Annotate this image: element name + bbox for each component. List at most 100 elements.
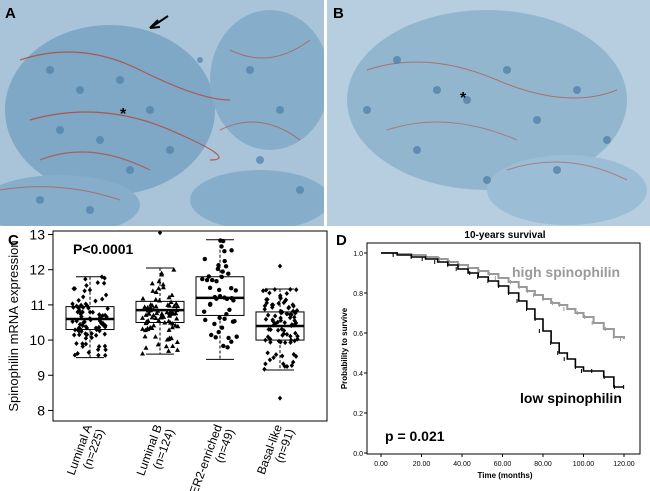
data-point: [288, 286, 293, 292]
data-point: [77, 332, 82, 338]
data-point: [174, 307, 180, 313]
data-point: [222, 295, 227, 300]
data-point: [81, 320, 86, 326]
data-point: [71, 304, 76, 310]
data-point: [201, 309, 207, 314]
x-tick-label: Luminal A(n=225): [64, 423, 107, 482]
x-tick-label: 80.00: [534, 461, 552, 468]
data-point: [206, 274, 212, 279]
data-point: [80, 294, 86, 300]
y-tick-label: 0.6: [353, 331, 363, 338]
data-point: [153, 315, 159, 320]
data-point: [233, 288, 239, 293]
y-axis-label: Probability to survive: [340, 307, 349, 389]
data-point: [271, 355, 276, 361]
data-point: [169, 292, 175, 298]
data-point: [171, 311, 177, 316]
data-point: [213, 335, 218, 340]
data-point: [166, 327, 172, 332]
data-point: [88, 317, 93, 323]
data-point: [262, 306, 267, 312]
data-point: [230, 319, 236, 324]
data-point: [104, 314, 109, 320]
data-point: [89, 330, 94, 336]
data-point: [103, 323, 108, 329]
data-point: [234, 334, 239, 339]
data-point: [218, 238, 223, 243]
data-point: [263, 316, 269, 322]
data-point: [166, 348, 172, 353]
data-point: [174, 347, 180, 352]
data-point: [229, 339, 234, 344]
data-point: [283, 297, 289, 303]
legend-low-spinophilin: low spinophilin: [520, 390, 622, 406]
data-point: [226, 335, 231, 341]
data-point: [145, 326, 151, 332]
data-point: [212, 321, 217, 327]
data-point: [85, 303, 90, 309]
data-point: [226, 271, 231, 276]
data-point: [102, 275, 107, 281]
data-point: [103, 292, 109, 298]
data-point: [278, 339, 283, 345]
box-group: [65, 274, 115, 359]
data-point: [265, 312, 271, 318]
data-point: [288, 333, 293, 339]
data-point: [263, 361, 268, 367]
data-point: [75, 309, 80, 315]
data-point: [151, 322, 157, 328]
data-point: [219, 244, 224, 249]
data-point: [156, 278, 162, 284]
data-point: [209, 277, 215, 283]
data-point: [217, 294, 223, 299]
data-point: [216, 263, 221, 268]
data-point: [83, 331, 88, 337]
data-point: [71, 332, 77, 338]
data-point: [156, 317, 162, 323]
data-point: [273, 352, 279, 358]
data-point: [216, 329, 221, 335]
panel-label-a: A: [5, 5, 16, 22]
data-point: [203, 317, 208, 323]
data-point: [278, 318, 284, 324]
data-point: [150, 288, 156, 293]
data-point: [295, 336, 300, 342]
data-point: [221, 343, 226, 349]
data-point: [278, 310, 284, 316]
box-group: [135, 230, 185, 356]
data-point: [169, 324, 175, 330]
data-point: [166, 318, 172, 324]
data-point: [83, 324, 89, 330]
data-point: [80, 341, 85, 347]
y-tick-label: 0.0: [353, 451, 363, 458]
x-tick-label: 40.00: [453, 461, 471, 468]
data-point: [225, 345, 230, 350]
box-group: [255, 263, 305, 401]
data-point: [294, 307, 300, 313]
y-tick-label: 9: [37, 367, 45, 383]
data-point: [227, 307, 232, 313]
panel-label-d: D: [336, 232, 347, 249]
data-point: [229, 248, 234, 253]
data-point: [79, 314, 84, 320]
panel-label-b: B: [333, 5, 344, 22]
x-tick-label: 20.00: [413, 461, 431, 468]
data-point: [168, 335, 174, 341]
data-point: [171, 267, 177, 272]
data-point: [152, 334, 158, 339]
data-point: [84, 332, 90, 338]
data-point: [265, 296, 270, 302]
y-axis-label: Spinophilin mRNA expression: [6, 240, 21, 411]
plot-frame: [52, 230, 328, 422]
data-point: [74, 318, 79, 324]
data-point: [224, 312, 229, 317]
data-point: [90, 309, 96, 315]
data-point: [101, 322, 106, 328]
data-point: [150, 312, 156, 318]
data-point: [265, 334, 271, 340]
data-point: [154, 310, 160, 316]
outlier-point: [157, 230, 163, 236]
data-point: [83, 276, 88, 282]
data-point: [163, 343, 169, 349]
